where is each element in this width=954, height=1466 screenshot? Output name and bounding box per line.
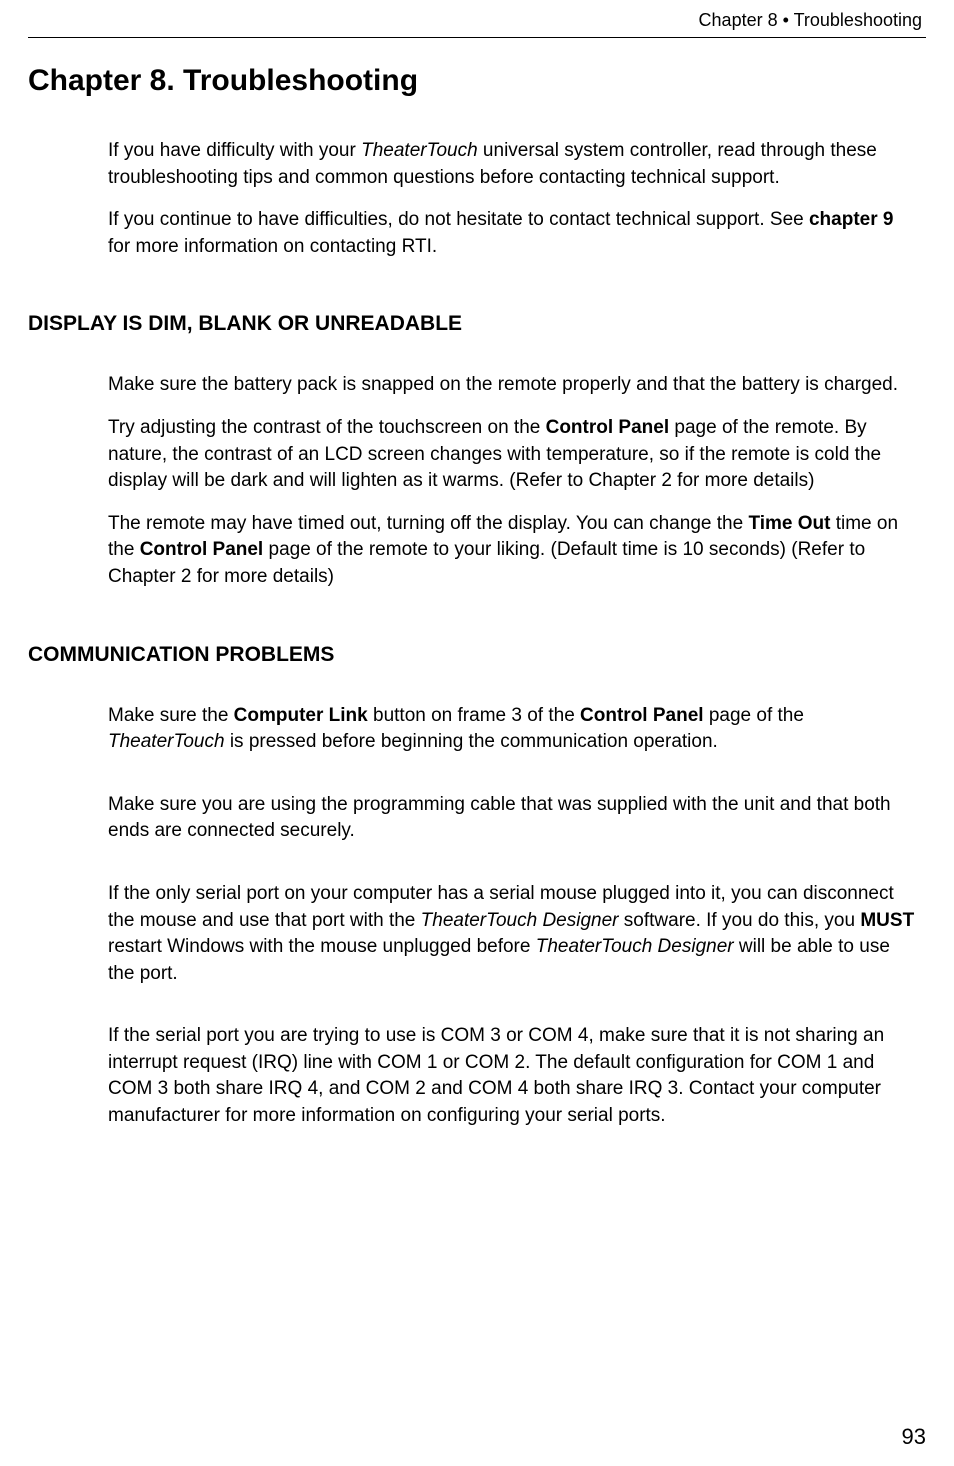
comm-p1: Make sure the Computer Link button on fr… <box>108 703 916 756</box>
display-p1: Make sure the battery pack is snapped on… <box>108 372 916 399</box>
chapter-title: Chapter 8. Troubleshooting <box>28 64 926 98</box>
ui-ref: Time Out <box>748 513 830 534</box>
emphasis: MUST <box>860 910 914 931</box>
page: Chapter 8 • Troubleshooting Chapter 8. T… <box>0 0 954 1466</box>
text: The remote may have timed out, turning o… <box>108 513 748 534</box>
comm-p4: If the serial port you are trying to use… <box>108 1023 916 1129</box>
section-heading-display: DISPLAY IS DIM, BLANK OR UNREADABLE <box>28 312 926 336</box>
comm-block: Make sure the Computer Link button on fr… <box>108 703 916 1130</box>
product-name: TheaterTouch <box>108 731 225 752</box>
running-head: Chapter 8 • Troubleshooting <box>28 10 926 37</box>
product-name: TheaterTouch Designer <box>536 936 734 957</box>
comm-p3: If the only serial port on your computer… <box>108 881 916 987</box>
text: Make sure the <box>108 705 234 726</box>
intro-p1: If you have difficulty with your Theater… <box>108 138 916 191</box>
ui-ref: Control Panel <box>140 539 264 560</box>
comm-p2: Make sure you are using the programming … <box>108 792 916 845</box>
ui-ref: Control Panel <box>580 705 704 726</box>
text: page of the <box>704 705 804 726</box>
product-name: TheaterTouch Designer <box>421 910 619 931</box>
display-p2: Try adjusting the contrast of the touchs… <box>108 415 916 495</box>
ui-ref: Computer Link <box>234 705 368 726</box>
header-rule <box>28 37 926 38</box>
display-block: Make sure the battery pack is snapped on… <box>108 372 916 590</box>
section-heading-comm: COMMUNICATION PROBLEMS <box>28 643 926 667</box>
text: is pressed before beginning the communic… <box>225 731 718 752</box>
text: If you continue to have difficulties, do… <box>108 209 809 230</box>
text: software. If you do this, you <box>619 910 861 931</box>
text: If you have difficulty with your <box>108 140 361 161</box>
text: Try adjusting the contrast of the touchs… <box>108 417 546 438</box>
ui-ref: Control Panel <box>546 417 670 438</box>
chapter-ref: chapter 9 <box>809 209 893 230</box>
text: button on frame 3 of the <box>368 705 580 726</box>
intro-block: If you have difficulty with your Theater… <box>108 138 916 260</box>
page-number: 93 <box>902 1424 926 1450</box>
text: for more information on contacting RTI. <box>108 236 437 257</box>
text: restart Windows with the mouse unplugged… <box>108 936 536 957</box>
intro-p2: If you continue to have difficulties, do… <box>108 207 916 260</box>
product-name: TheaterTouch <box>361 140 478 161</box>
display-p3: The remote may have timed out, turning o… <box>108 511 916 591</box>
